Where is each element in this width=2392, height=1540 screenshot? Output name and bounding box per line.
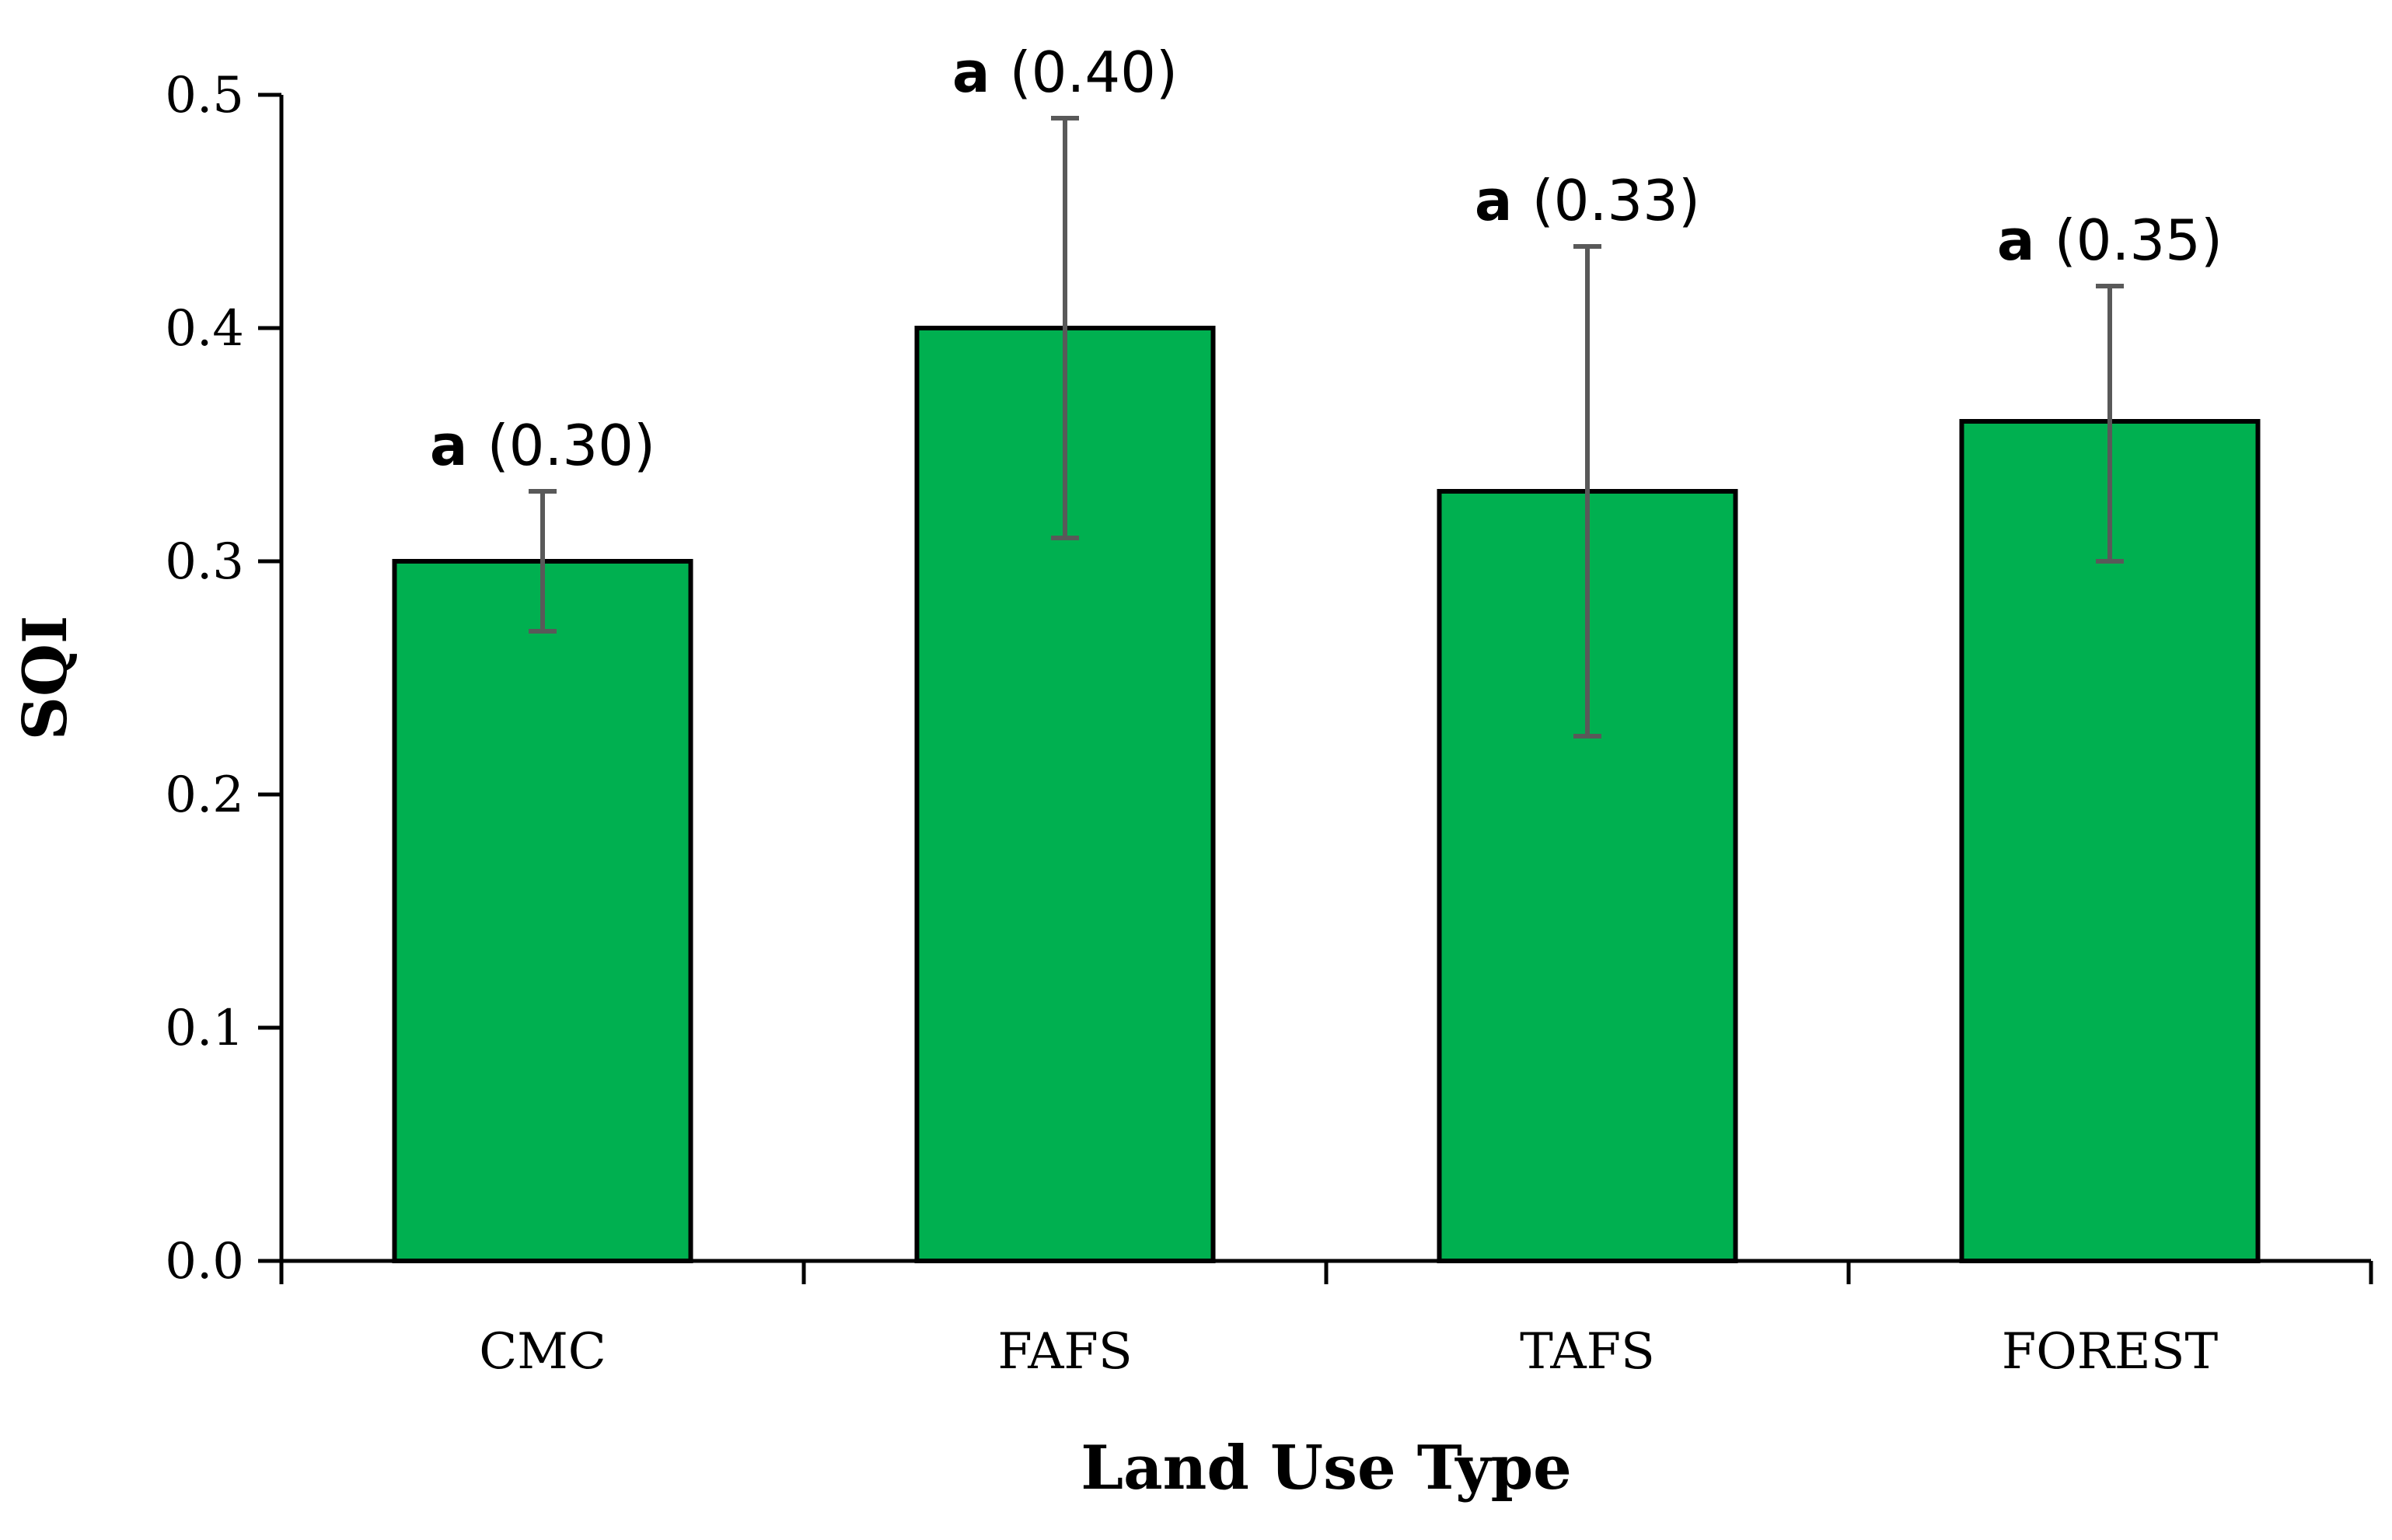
bars bbox=[392, 326, 2261, 1263]
y-ticks: 0.0 0.1 0.2 0.3 0.4 0.5 bbox=[165, 67, 281, 1290]
y-axis-title: SQI bbox=[10, 616, 81, 741]
data-label-tafs: a (0.33) bbox=[1475, 168, 1700, 233]
x-tick-label: TAFS bbox=[1520, 1323, 1655, 1381]
y-tick-label: 0.4 bbox=[165, 300, 244, 358]
y-tick-label: 0.3 bbox=[165, 533, 244, 591]
x-ticks: CMC FAFS TAFS FOREST bbox=[279, 1261, 2373, 1381]
y-tick-label: 0.1 bbox=[165, 1000, 244, 1057]
data-label-fafs: a (0.40) bbox=[952, 40, 1178, 105]
data-label-cmc: a (0.30) bbox=[430, 413, 655, 478]
error-bars bbox=[529, 116, 2124, 739]
y-tick-label: 0.2 bbox=[165, 767, 244, 824]
y-tick-label: 0.5 bbox=[165, 67, 244, 124]
data-labels: a (0.30) a (0.40) a (0.33) a (0.35) bbox=[430, 40, 2223, 478]
x-tick-label: CMC bbox=[479, 1323, 606, 1381]
bar-cmc bbox=[392, 559, 693, 1263]
x-axis-title: Land Use Type bbox=[1081, 1433, 1571, 1503]
data-label-forest: a (0.35) bbox=[1997, 208, 2223, 273]
y-tick-label: 0.0 bbox=[165, 1233, 244, 1290]
x-tick-label: FOREST bbox=[2002, 1323, 2219, 1381]
x-tick-label: FAFS bbox=[997, 1323, 1132, 1381]
